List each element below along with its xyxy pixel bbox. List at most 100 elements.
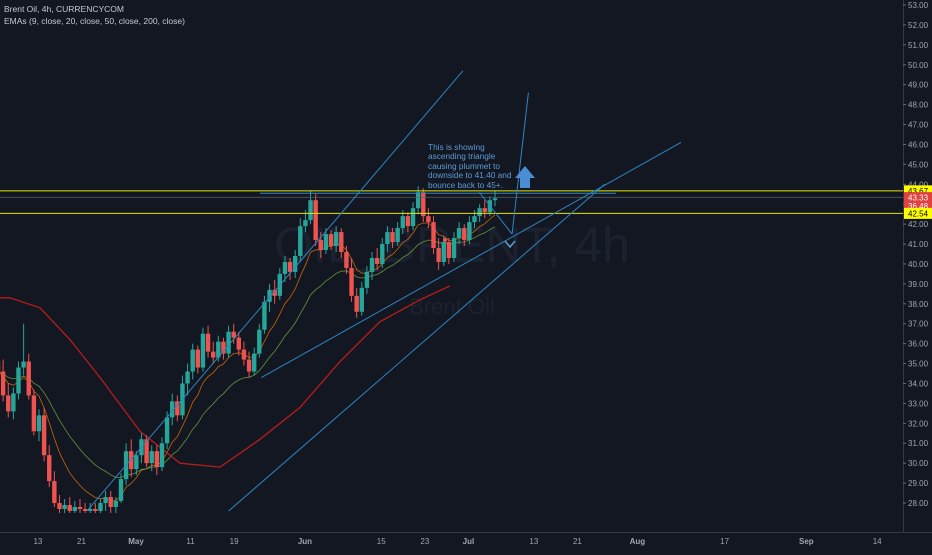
price-tick-label: 38.00	[908, 300, 929, 309]
price-tick-label: 52.00	[908, 21, 929, 30]
candle-body	[349, 268, 353, 296]
candle-body	[247, 360, 251, 372]
price-tick-label: 36.00	[908, 340, 929, 349]
time-tick-label: Jul	[463, 537, 475, 546]
candle-body	[370, 258, 374, 272]
candle-body	[319, 240, 323, 250]
price-tick-label: 42.00	[908, 220, 929, 229]
candle-body	[155, 451, 159, 467]
price-tick-label: 47.00	[908, 121, 929, 130]
candle-body	[431, 222, 435, 248]
time-tick-label: 21	[77, 537, 86, 546]
price-tick-label: 50.00	[908, 61, 929, 70]
candle-body	[21, 362, 25, 368]
candle-body	[119, 479, 123, 501]
candle-body	[288, 262, 292, 272]
candle-body	[201, 334, 205, 368]
candle-body	[472, 216, 476, 222]
price-tick-label: 34.00	[908, 379, 929, 388]
price-tick-label: 35.00	[908, 360, 929, 369]
candle-body	[114, 501, 118, 507]
candle-body	[365, 272, 369, 288]
price-tick-label: 40.00	[908, 260, 929, 269]
time-tick-label: 23	[420, 537, 429, 546]
candle-body	[252, 354, 256, 372]
candle-body	[329, 234, 333, 246]
candle-body	[185, 372, 189, 384]
candle-body	[303, 220, 307, 226]
price-tick-label: 28.00	[908, 499, 929, 508]
candle-body	[103, 497, 107, 503]
price-tick-label: 51.00	[908, 41, 929, 50]
price-tick-label: 49.00	[908, 81, 929, 90]
candle-body	[37, 415, 41, 431]
candle-body	[160, 443, 164, 467]
candle-body	[109, 497, 113, 507]
candle-body	[73, 507, 77, 511]
candle-body	[27, 362, 31, 396]
price-label-text: 42.54	[908, 209, 929, 218]
candle-body	[191, 350, 195, 372]
candle-body	[298, 226, 302, 256]
candle-body	[150, 451, 154, 463]
time-tick-label: 13	[33, 537, 42, 546]
price-tick-label: 37.00	[908, 320, 929, 329]
time-tick-label: Aug	[630, 537, 646, 546]
candle-body	[416, 192, 420, 208]
candle-body	[129, 451, 133, 469]
candle-body	[257, 330, 261, 354]
candle-body	[452, 238, 456, 258]
symbol-title: Brent Oil, 4h, CURRENCYCOM	[4, 4, 185, 16]
candle-body	[165, 417, 169, 443]
candle-body	[442, 242, 446, 262]
candle-body	[483, 208, 487, 212]
candle-body	[1, 372, 5, 396]
candle-body	[457, 228, 461, 238]
time-tick-label: 15	[377, 537, 386, 546]
watermark-name: Brent Oil	[409, 294, 495, 319]
marker-dot	[443, 238, 447, 242]
price-tick-label: 39.00	[908, 280, 929, 289]
candle-body	[206, 334, 210, 352]
candle-body	[308, 200, 312, 220]
time-tick-label: 11	[186, 537, 195, 546]
candle-body	[211, 352, 215, 358]
candle-body	[262, 302, 266, 330]
time-tick-label: 17	[720, 537, 729, 546]
time-tick-label: Jun	[298, 537, 312, 546]
candle-body	[385, 232, 389, 244]
candle-body	[426, 216, 430, 222]
candle-body	[98, 503, 102, 511]
candle-body	[42, 415, 46, 455]
candle-body	[477, 208, 481, 216]
candle-body	[32, 395, 36, 431]
time-tick-label: 19	[230, 537, 239, 546]
levels-layer	[0, 191, 903, 214]
candle-body	[334, 232, 338, 246]
price-axis: 28.0029.0030.0031.0032.0033.0034.0035.00…	[903, 0, 932, 550]
candle-body	[324, 234, 328, 250]
annotation-text: This is showing ascending triangle causi…	[428, 143, 518, 190]
time-tick-label: 13	[529, 537, 538, 546]
candle-body	[93, 509, 97, 511]
candle-body	[16, 368, 20, 394]
price-tick-label: 48.00	[908, 101, 929, 110]
candle-body	[196, 350, 200, 368]
indicator-title: EMAs (9, close, 20, close, 50, close, 20…	[4, 16, 185, 28]
candle-body	[462, 228, 466, 240]
candle-body	[401, 216, 405, 228]
candle-body	[436, 248, 440, 262]
candle-body	[237, 338, 241, 350]
candle-body	[380, 244, 384, 264]
candle-body	[52, 481, 56, 503]
candle-body	[375, 258, 379, 264]
candle-body	[6, 395, 10, 411]
price-tick-label: 31.00	[908, 439, 929, 448]
candle-body	[447, 242, 451, 258]
candle-body	[411, 208, 415, 226]
candle-body	[313, 200, 317, 240]
annotation-line: bounce back to 45+.	[428, 181, 518, 190]
candle-body	[242, 350, 246, 360]
